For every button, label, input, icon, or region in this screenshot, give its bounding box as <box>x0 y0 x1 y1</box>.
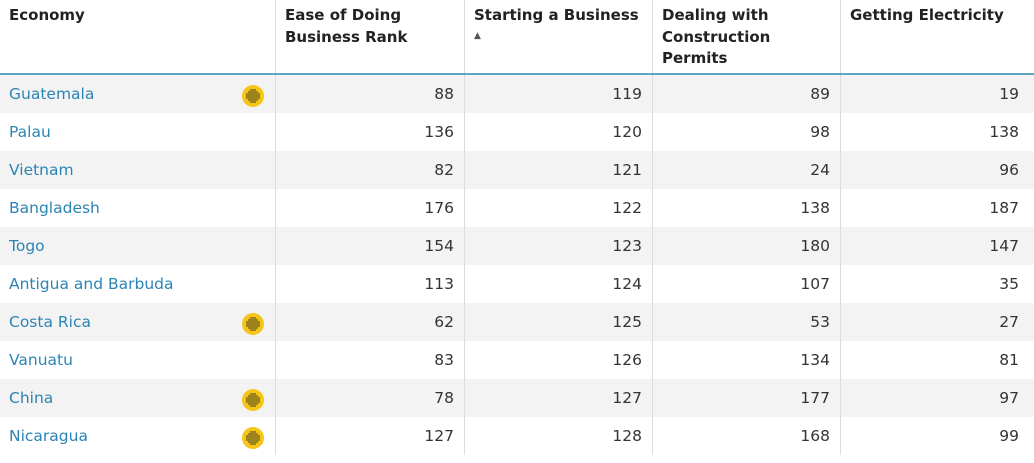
ease-rank-cell: 113 <box>275 265 464 303</box>
ease-rank-cell: 176 <box>275 189 464 227</box>
starting-business-cell: 124 <box>464 265 652 303</box>
table-row: Togo 154 123 180 147 <box>0 227 1034 265</box>
economy-cell: Vanuatu <box>0 341 275 379</box>
economy-cell: Costa Rica <box>0 303 275 341</box>
getting-electricity-cell: 138 <box>840 113 1029 151</box>
construction-permits-cell: 53 <box>652 303 840 341</box>
starting-business-cell: 120 <box>464 113 652 151</box>
starting-business-cell: 127 <box>464 379 652 417</box>
table-row: Vanuatu 83 126 134 81 <box>0 341 1034 379</box>
table-row: Bangladesh 176 122 138 187 <box>0 189 1034 227</box>
getting-electricity-cell: 27 <box>840 303 1029 341</box>
reform-dots-icon[interactable] <box>242 83 264 107</box>
ease-rank-cell: 83 <box>275 341 464 379</box>
economy-cell: Palau <box>0 113 275 151</box>
construction-permits-cell: 24 <box>652 151 840 189</box>
starting-business-cell: 119 <box>464 75 652 113</box>
table-row: Palau 136 120 98 138 <box>0 113 1034 151</box>
economy-link[interactable]: China <box>9 389 54 407</box>
economy-link[interactable]: Costa Rica <box>9 313 91 331</box>
starting-business-cell: 126 <box>464 341 652 379</box>
starting-business-cell: 122 <box>464 189 652 227</box>
column-header-label: Economy <box>9 6 85 24</box>
getting-electricity-cell: 147 <box>840 227 1029 265</box>
column-header-label: Getting Electricity <box>850 6 1004 24</box>
economy-cell: Vietnam <box>0 151 275 189</box>
ease-rank-cell: 154 <box>275 227 464 265</box>
getting-electricity-cell: 97 <box>840 379 1029 417</box>
ease-rank-cell: 82 <box>275 151 464 189</box>
getting-electricity-cell: 81 <box>840 341 1029 379</box>
construction-permits-cell: 107 <box>652 265 840 303</box>
construction-permits-cell: 89 <box>652 75 840 113</box>
ease-rank-cell: 62 <box>275 303 464 341</box>
column-header-starting-a-business[interactable]: Starting a Business ▲ <box>464 0 652 73</box>
table-row: China 78 127 177 97 <box>0 379 1034 417</box>
economy-link[interactable]: Bangladesh <box>9 199 100 217</box>
column-header-dealing-with-construction-permits[interactable]: Dealing with Construction Permits <box>652 0 840 73</box>
economy-link[interactable]: Vietnam <box>9 161 74 179</box>
column-header-economy[interactable]: Economy <box>0 0 275 73</box>
column-header-label: Starting a Business <box>474 6 639 24</box>
construction-permits-cell: 180 <box>652 227 840 265</box>
economy-link[interactable]: Antigua and Barbuda <box>9 275 174 293</box>
starting-business-cell: 125 <box>464 303 652 341</box>
economy-link[interactable]: Guatemala <box>9 85 95 103</box>
getting-electricity-cell: 96 <box>840 151 1029 189</box>
ease-rank-cell: 127 <box>275 417 464 455</box>
table-row: Vietnam 82 121 24 96 <box>0 151 1034 189</box>
construction-permits-cell: 168 <box>652 417 840 455</box>
economy-link[interactable]: Togo <box>9 237 45 255</box>
economy-link[interactable]: Palau <box>9 123 51 141</box>
reform-dots-icon[interactable] <box>242 311 264 335</box>
getting-electricity-cell: 35 <box>840 265 1029 303</box>
getting-electricity-cell: 99 <box>840 417 1029 455</box>
getting-electricity-cell: 187 <box>840 189 1029 227</box>
starting-business-cell: 123 <box>464 227 652 265</box>
economy-cell: Antigua and Barbuda <box>0 265 275 303</box>
economy-link[interactable]: Vanuatu <box>9 351 73 369</box>
reform-dots-icon[interactable] <box>242 387 264 411</box>
economy-link[interactable]: Nicaragua <box>9 427 88 445</box>
column-header-label: Ease of Doing Business Rank <box>285 6 408 46</box>
ease-rank-cell: 88 <box>275 75 464 113</box>
column-header-label: Dealing with Construction Permits <box>662 6 771 67</box>
economy-cell: Togo <box>0 227 275 265</box>
sort-ascending-icon[interactable]: ▲ <box>474 30 481 41</box>
economy-cell: Guatemala <box>0 75 275 113</box>
column-header-getting-electricity[interactable]: Getting Electricity <box>840 0 1029 73</box>
starting-business-cell: 128 <box>464 417 652 455</box>
column-header-ease-of-doing-business-rank[interactable]: Ease of Doing Business Rank <box>275 0 464 73</box>
table-row: Guatemala 88 119 89 19 <box>0 75 1034 113</box>
construction-permits-cell: 138 <box>652 189 840 227</box>
table-row: Costa Rica 62 125 53 27 <box>0 303 1034 341</box>
table-header: Economy Ease of Doing Business Rank Star… <box>0 0 1034 75</box>
ease-rank-cell: 136 <box>275 113 464 151</box>
table-row: Antigua and Barbuda 113 124 107 35 <box>0 265 1034 303</box>
construction-permits-cell: 134 <box>652 341 840 379</box>
economy-cell: Nicaragua <box>0 417 275 455</box>
table-row: Nicaragua 127 128 168 99 <box>0 417 1034 455</box>
ease-rank-cell: 78 <box>275 379 464 417</box>
reform-dots-icon[interactable] <box>242 425 264 449</box>
construction-permits-cell: 177 <box>652 379 840 417</box>
economy-cell: China <box>0 379 275 417</box>
construction-permits-cell: 98 <box>652 113 840 151</box>
getting-electricity-cell: 19 <box>840 75 1029 113</box>
economy-cell: Bangladesh <box>0 189 275 227</box>
starting-business-cell: 121 <box>464 151 652 189</box>
